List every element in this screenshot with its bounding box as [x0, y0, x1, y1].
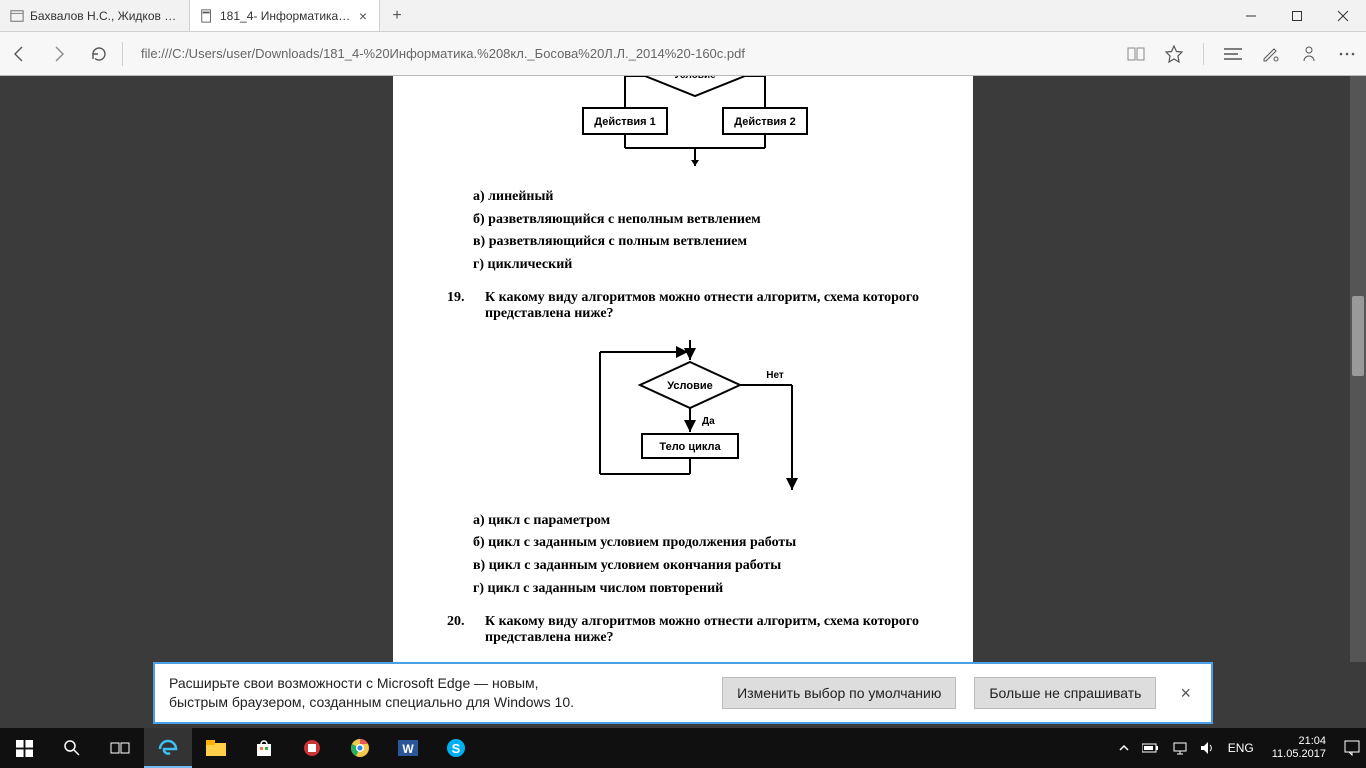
- close-button[interactable]: [1320, 0, 1366, 31]
- answer-options-18: а) линейный б) разветвляющийся с неполны…: [473, 186, 943, 276]
- notification-message: Расширьте свои возможности с Microsoft E…: [169, 674, 704, 712]
- option-b: б) цикл с заданным условием продолжения …: [473, 532, 943, 554]
- reading-view-icon[interactable]: [1127, 46, 1145, 62]
- tab-inactive[interactable]: Бахвалов Н.С., Жидков Н.П: [0, 0, 190, 31]
- question-20: 20. К какому виду алгоритмов можно отнес…: [447, 614, 943, 646]
- network-icon[interactable]: [1172, 741, 1188, 755]
- svg-text:Тело цикла: Тело цикла: [659, 441, 721, 453]
- more-icon[interactable]: [1338, 51, 1356, 57]
- flowchart-while-loop: Условие Нет Да Тело цикла: [580, 340, 810, 490]
- language-indicator[interactable]: ENG: [1228, 741, 1254, 755]
- option-b: б) разветвляющийся с неполным ветвлением: [473, 209, 943, 231]
- nav-buttons: [10, 45, 108, 63]
- close-icon[interactable]: ×: [357, 8, 369, 24]
- browser-tabs: Бахвалов Н.С., Жидков Н.П 181_4- Информа…: [0, 0, 414, 31]
- answer-options-19: а) цикл с параметром б) цикл с заданным …: [473, 510, 943, 600]
- svg-text:Действия 2: Действия 2: [734, 116, 795, 128]
- edge-taskbar-icon[interactable]: [144, 728, 192, 768]
- svg-text:Да: Да: [702, 416, 715, 427]
- dont-ask-button[interactable]: Больше не спрашивать: [974, 677, 1156, 709]
- scrollbar-vertical[interactable]: [1350, 76, 1366, 728]
- question-text: К какому виду алгоритмов можно отнести а…: [485, 290, 943, 322]
- separator: [1203, 43, 1204, 65]
- question-number: 20.: [447, 614, 475, 646]
- pdf-icon: [200, 9, 214, 23]
- battery-icon[interactable]: [1142, 742, 1160, 754]
- separator: [122, 42, 123, 66]
- address-bar[interactable]: file:///C:/Users/user/Downloads/181_4-%2…: [137, 46, 1113, 61]
- task-view-button[interactable]: [96, 728, 144, 768]
- action-center-icon[interactable]: [1344, 740, 1360, 756]
- svg-text:Условие: Условие: [667, 380, 712, 392]
- option-d: г) цикл с заданным числом повторений: [473, 578, 943, 600]
- toolbar-right: [1127, 43, 1356, 65]
- option-c: в) разветвляющийся с полным ветвлением: [473, 231, 943, 253]
- new-tab-button[interactable]: +: [380, 0, 414, 31]
- skype-taskbar-icon[interactable]: S: [432, 728, 480, 768]
- tab-active[interactable]: 181_4- Информатика. 8 ×: [190, 0, 380, 31]
- back-button[interactable]: [10, 45, 28, 63]
- pdf-viewer: Условие Действия 1 Действия 2 а) линейны…: [0, 76, 1366, 728]
- question-19: 19. К какому виду алгоритмов можно отнес…: [447, 290, 943, 322]
- page-icon: [10, 9, 24, 23]
- titlebar: Бахвалов Н.С., Жидков Н.П 181_4- Информа…: [0, 0, 1366, 32]
- tab-title: Бахвалов Н.С., Жидков Н.П: [30, 9, 179, 23]
- chrome-taskbar-icon[interactable]: [336, 728, 384, 768]
- option-c: в) цикл с заданным условием окончания ра…: [473, 555, 943, 577]
- maximize-button[interactable]: [1274, 0, 1320, 31]
- browser-toolbar: file:///C:/Users/user/Downloads/181_4-%2…: [0, 32, 1366, 76]
- tray-chevron-icon[interactable]: [1118, 742, 1130, 754]
- scrollbar-thumb[interactable]: [1352, 296, 1364, 376]
- store-taskbar-icon[interactable]: [240, 728, 288, 768]
- edge-default-prompt: Расширьте свои возможности с Microsoft E…: [153, 662, 1213, 724]
- refresh-button[interactable]: [90, 45, 108, 63]
- notification-container: Расширьте свои возможности с Microsoft E…: [0, 662, 1366, 728]
- taskbar: W S ENG 21:04 11.05.2017: [0, 728, 1366, 768]
- option-a: а) линейный: [473, 186, 943, 208]
- volume-icon[interactable]: [1200, 741, 1216, 755]
- change-default-button[interactable]: Изменить выбор по умолчанию: [722, 677, 956, 709]
- start-button[interactable]: [0, 728, 48, 768]
- forward-button[interactable]: [50, 45, 68, 63]
- svg-text:Условие: Условие: [674, 76, 716, 81]
- app-taskbar-icon[interactable]: [288, 728, 336, 768]
- option-d: г) циклический: [473, 254, 943, 276]
- explorer-taskbar-icon[interactable]: [192, 728, 240, 768]
- svg-text:Действия 1: Действия 1: [594, 116, 655, 128]
- window-controls: [1228, 0, 1366, 31]
- clock[interactable]: 21:04 11.05.2017: [1266, 735, 1332, 760]
- search-button[interactable]: [48, 728, 96, 768]
- flowchart-branching: Условие Действия 1 Действия 2: [565, 76, 825, 166]
- pdf-page: Условие Действия 1 Действия 2 а) линейны…: [393, 76, 973, 728]
- system-tray: ENG 21:04 11.05.2017: [1118, 735, 1366, 760]
- word-taskbar-icon[interactable]: W: [384, 728, 432, 768]
- svg-text:S: S: [452, 741, 461, 756]
- svg-text:Нет: Нет: [766, 370, 784, 381]
- tab-title: 181_4- Информатика. 8: [220, 9, 351, 23]
- close-icon[interactable]: ×: [1174, 683, 1197, 704]
- svg-text:W: W: [402, 742, 414, 756]
- minimize-button[interactable]: [1228, 0, 1274, 31]
- share-icon[interactable]: [1300, 45, 1318, 63]
- question-text: К какому виду алгоритмов можно отнести а…: [485, 614, 943, 646]
- question-number: 19.: [447, 290, 475, 322]
- hub-icon[interactable]: [1224, 47, 1242, 61]
- webnote-icon[interactable]: [1262, 45, 1280, 63]
- option-a: а) цикл с параметром: [473, 510, 943, 532]
- favorite-icon[interactable]: [1165, 45, 1183, 63]
